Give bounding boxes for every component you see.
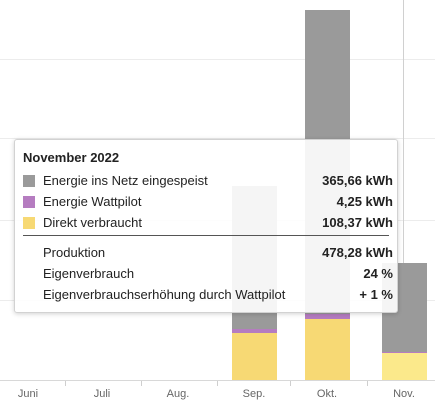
x-axis xyxy=(0,380,435,381)
bar-segment-direct[interactable] xyxy=(304,318,350,380)
tooltip-summary-label: Produktion xyxy=(43,245,106,260)
tooltip-row-label: Energie ins Netz eingespeist xyxy=(43,173,208,188)
x-axis-tick xyxy=(217,381,218,386)
x-axis-tick-label: Nov. xyxy=(393,388,415,400)
bar-segment-wattpilot[interactable] xyxy=(304,314,350,319)
tooltip-summary-label: Eigenverbrauch xyxy=(43,266,135,281)
bar-segment-direct[interactable] xyxy=(381,353,427,380)
gray-square-icon xyxy=(23,175,35,187)
x-axis-tick-label: Aug. xyxy=(166,388,190,400)
tooltip-summary-label: Eigenverbrauchserhöhung durch Wattpilot xyxy=(43,287,286,302)
tooltip-summary-self-consumption: Eigenverbrauch 24 % xyxy=(21,265,393,283)
tooltip-summary-value: 24 % xyxy=(363,266,393,281)
x-axis-tick-label: Okt. xyxy=(316,388,338,400)
x-axis-tick-label: Sep. xyxy=(242,388,266,400)
tooltip-row-label: Energie Wattpilot xyxy=(43,194,142,209)
x-axis-tick xyxy=(141,381,142,386)
tooltip-title: November 2022 xyxy=(23,150,120,165)
tooltip-row-grid-feed: Energie ins Netz eingespeist 365,66 kWh xyxy=(21,172,393,190)
x-axis-tick xyxy=(367,381,368,386)
bar-segment-wattpilot[interactable] xyxy=(381,352,427,354)
bar-segment-wattpilot[interactable] xyxy=(231,328,277,334)
bar-segment-direct[interactable] xyxy=(231,333,277,380)
tooltip-row-value: 365,66 kWh xyxy=(322,173,393,188)
tooltip-summary-production: Produktion 478,28 kWh xyxy=(21,244,393,262)
tooltip-summary-wattpilot-increase: Eigenverbrauchserhöhung durch Wattpilot … xyxy=(21,286,393,304)
tooltip-row-direct: Direkt verbraucht 108,37 kWh xyxy=(21,214,393,232)
tooltip-row-wattpilot: Energie Wattpilot 4,25 kWh xyxy=(21,193,393,211)
tooltip-row-value: 108,37 kWh xyxy=(322,215,393,230)
tooltip-summary-value: 478,28 kWh xyxy=(322,245,393,260)
grid-line xyxy=(0,59,435,60)
purple-square-icon xyxy=(23,196,35,208)
x-axis-tick-label: Juni xyxy=(17,388,39,400)
tooltip-row-value: 4,25 kWh xyxy=(336,194,393,209)
chart-tooltip: November 2022 Energie ins Netz eingespei… xyxy=(14,139,398,313)
tooltip-row-label: Direkt verbraucht xyxy=(43,215,142,230)
x-axis-tick xyxy=(290,381,291,386)
tooltip-divider xyxy=(23,235,389,236)
tooltip-summary-value: + 1 % xyxy=(359,287,393,302)
yellow-square-icon xyxy=(23,217,35,229)
x-axis-tick xyxy=(65,381,66,386)
hover-crosshair-line xyxy=(403,0,404,381)
x-axis-tick-label: Juli xyxy=(93,388,111,400)
grid-line xyxy=(0,138,435,139)
